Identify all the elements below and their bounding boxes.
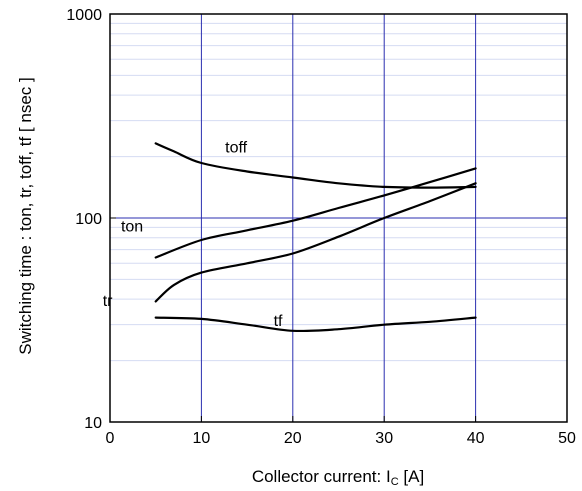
y-tick-label: 1000 xyxy=(66,7,102,24)
axis-ticks xyxy=(109,13,568,423)
major-gridlines xyxy=(110,14,567,422)
minor-gridlines xyxy=(110,22,567,362)
x-tick-label: 50 xyxy=(558,430,576,447)
y-axis-title: Switching time : ton, tr, toff, tf [ nse… xyxy=(16,77,35,354)
series-lines xyxy=(154,142,477,333)
x-tick-labels: 0 10 20 30 40 50 xyxy=(106,430,576,447)
x-tick-label: 30 xyxy=(375,430,393,447)
series-line-tf xyxy=(154,316,477,333)
series-label-toff: toff xyxy=(225,139,248,156)
series-label-tf: tf xyxy=(274,313,283,330)
y-tick-labels: 10 100 1000 xyxy=(66,7,102,432)
x-tick-label: 20 xyxy=(284,430,302,447)
x-tick-label: 0 xyxy=(106,430,115,447)
series-label-ton: ton xyxy=(121,218,143,235)
series-line-ton xyxy=(154,167,477,259)
series-line-tr xyxy=(154,182,477,303)
x-tick-label: 10 xyxy=(193,430,211,447)
series-label-tr: tr xyxy=(103,293,113,310)
x-tick-label: 40 xyxy=(467,430,485,447)
y-tick-label: 100 xyxy=(75,211,102,228)
series-labels: toff ton tr tf xyxy=(103,139,283,330)
y-tick-label: 10 xyxy=(84,415,102,432)
x-axis-title: Collector current: IC [A] xyxy=(252,467,424,488)
series-line-toff xyxy=(154,142,477,189)
